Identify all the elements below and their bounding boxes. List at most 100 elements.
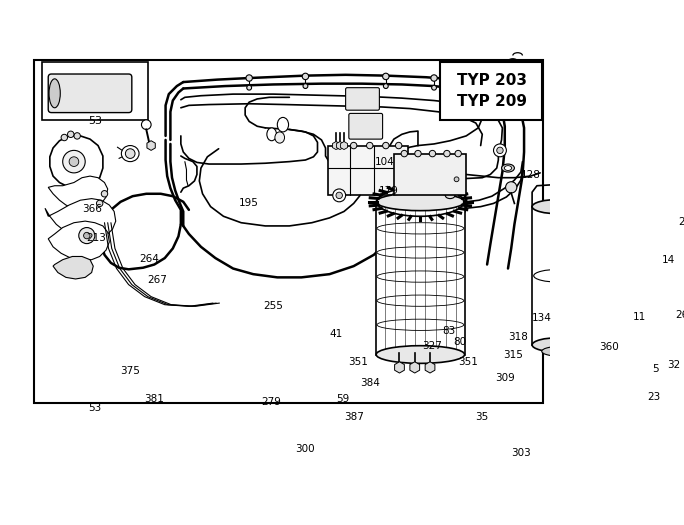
Text: 20: 20 <box>679 217 684 227</box>
Bar <box>328 145 408 195</box>
Text: 309: 309 <box>495 373 514 383</box>
Circle shape <box>336 192 343 198</box>
Text: 351: 351 <box>349 357 369 367</box>
Ellipse shape <box>676 254 684 268</box>
Ellipse shape <box>501 164 514 172</box>
Circle shape <box>101 191 107 197</box>
Text: 35: 35 <box>475 412 489 422</box>
Circle shape <box>69 157 79 166</box>
Circle shape <box>367 142 373 149</box>
Ellipse shape <box>633 80 666 124</box>
Circle shape <box>595 166 617 189</box>
Text: 80: 80 <box>453 338 466 348</box>
Polygon shape <box>45 198 116 239</box>
Text: 26: 26 <box>675 310 684 320</box>
Text: 83: 83 <box>442 326 455 336</box>
Polygon shape <box>49 221 109 260</box>
Ellipse shape <box>125 149 135 159</box>
Text: 255: 255 <box>263 300 283 310</box>
Circle shape <box>662 186 684 221</box>
Ellipse shape <box>665 248 683 262</box>
Text: 264: 264 <box>140 254 159 264</box>
Text: 213: 213 <box>86 233 107 243</box>
Ellipse shape <box>376 193 464 211</box>
Circle shape <box>415 150 421 157</box>
Circle shape <box>83 233 90 239</box>
Circle shape <box>454 177 459 182</box>
Circle shape <box>395 142 402 149</box>
Circle shape <box>247 85 252 90</box>
Text: 195: 195 <box>239 197 259 207</box>
Circle shape <box>672 195 684 212</box>
Circle shape <box>350 142 357 149</box>
Circle shape <box>494 144 506 157</box>
Text: 315: 315 <box>503 350 523 360</box>
Text: 387: 387 <box>344 412 364 422</box>
Circle shape <box>431 75 437 81</box>
Text: 351: 351 <box>458 357 477 367</box>
Text: 14: 14 <box>662 256 675 266</box>
Text: 366: 366 <box>81 204 101 214</box>
Text: 179: 179 <box>379 186 399 196</box>
Ellipse shape <box>277 118 289 132</box>
Circle shape <box>382 142 389 149</box>
Text: 381: 381 <box>144 394 164 404</box>
Bar <box>376 202 464 354</box>
Text: TYP 203
TYP 209: TYP 203 TYP 209 <box>457 73 527 109</box>
Circle shape <box>68 131 74 138</box>
Text: 300: 300 <box>295 444 315 454</box>
Circle shape <box>246 75 252 81</box>
Text: 53: 53 <box>88 116 102 126</box>
Text: 375: 375 <box>120 366 140 376</box>
FancyBboxPatch shape <box>345 88 380 110</box>
Circle shape <box>302 73 308 80</box>
Circle shape <box>142 120 151 130</box>
Circle shape <box>334 142 341 149</box>
Ellipse shape <box>634 85 665 107</box>
Bar <box>394 154 466 195</box>
Circle shape <box>497 147 503 154</box>
Circle shape <box>451 174 462 185</box>
Circle shape <box>74 133 81 139</box>
Text: 128: 128 <box>521 170 540 180</box>
Ellipse shape <box>542 346 577 356</box>
Text: 384: 384 <box>360 377 380 387</box>
Ellipse shape <box>504 166 512 171</box>
Ellipse shape <box>532 200 587 214</box>
FancyBboxPatch shape <box>49 74 132 112</box>
Circle shape <box>401 150 408 157</box>
Text: 360: 360 <box>599 342 619 352</box>
Text: 303: 303 <box>511 448 531 458</box>
Bar <box>42 62 148 120</box>
Text: 318: 318 <box>508 332 527 342</box>
Text: 32: 32 <box>667 360 680 370</box>
Bar <box>633 187 684 219</box>
Circle shape <box>601 172 611 183</box>
Ellipse shape <box>532 338 587 352</box>
Circle shape <box>63 150 86 173</box>
Circle shape <box>333 189 345 202</box>
Circle shape <box>432 85 436 90</box>
Polygon shape <box>53 257 93 279</box>
Text: 279: 279 <box>262 397 282 407</box>
Text: 53: 53 <box>88 403 101 413</box>
Ellipse shape <box>275 132 285 143</box>
Bar <box>34 60 543 403</box>
Ellipse shape <box>477 89 495 112</box>
Text: 104: 104 <box>374 158 394 167</box>
Text: 11: 11 <box>633 312 646 322</box>
Text: 5: 5 <box>653 364 659 374</box>
Polygon shape <box>50 136 103 188</box>
Bar <box>532 207 587 345</box>
Ellipse shape <box>445 192 455 198</box>
Bar <box>440 62 542 120</box>
Ellipse shape <box>650 243 668 257</box>
Circle shape <box>61 134 68 141</box>
Ellipse shape <box>267 128 276 141</box>
Ellipse shape <box>376 345 464 363</box>
Circle shape <box>79 227 95 244</box>
Bar <box>638 192 670 215</box>
FancyBboxPatch shape <box>349 113 382 139</box>
Text: 327: 327 <box>423 341 443 351</box>
Circle shape <box>655 73 664 83</box>
